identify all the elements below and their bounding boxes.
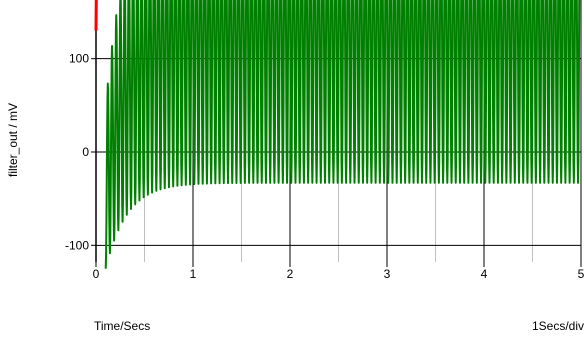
x-tick-label: 2 <box>287 267 294 281</box>
series-green-oscillation <box>104 0 581 269</box>
y-tick-label: 0 <box>82 145 89 159</box>
series-layer <box>94 0 581 269</box>
tick-labels: 0123453002001000-100 <box>65 52 584 281</box>
x-axis-label: Time/Secs <box>94 319 150 333</box>
y-tick-label: 100 <box>69 52 89 66</box>
x-tick-label: 4 <box>481 267 488 281</box>
x-tick-label: 3 <box>384 267 391 281</box>
y-tick-label: -100 <box>65 238 89 252</box>
x-tick-label: 0 <box>93 267 100 281</box>
y-axis-label: filter_out / mV <box>6 103 20 177</box>
scale-label: 1Secs/div <box>532 319 584 333</box>
x-tick-label: 5 <box>578 267 584 281</box>
x-tick-label: 1 <box>190 267 197 281</box>
